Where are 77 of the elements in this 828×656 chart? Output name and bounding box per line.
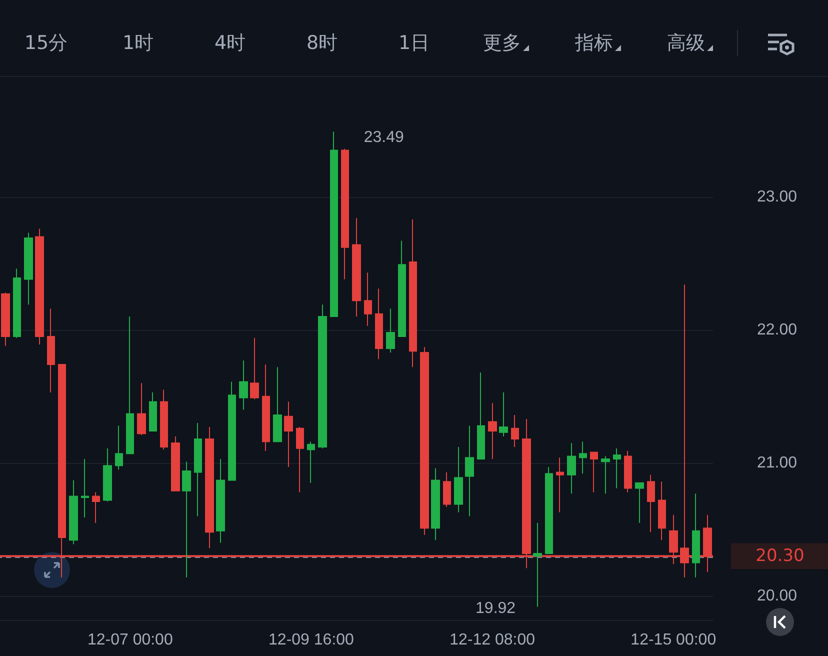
candlestick (364, 272, 372, 326)
text: 8时 (306, 32, 338, 54)
candlestick (454, 446, 463, 513)
candlestick (624, 450, 632, 493)
candlestick (47, 308, 55, 393)
candlestick (239, 360, 248, 410)
candlestick (692, 493, 700, 578)
y-tick-label: 23.00 (757, 188, 798, 206)
candlestick (216, 458, 225, 544)
candlestick (13, 268, 21, 338)
candlestick (556, 457, 564, 513)
candlestick (35, 228, 44, 346)
candlestick (250, 337, 259, 400)
candlestick (635, 482, 644, 524)
candlestick (613, 448, 621, 489)
candlestick (533, 522, 542, 608)
candlestick (92, 492, 100, 524)
candlestick (318, 304, 327, 449)
candlestick (126, 316, 134, 454)
candlestick (194, 422, 202, 517)
candlestick (465, 425, 474, 517)
candlestick (284, 401, 293, 468)
y-tick-label: 22.00 (757, 321, 798, 338)
candlestick (488, 402, 497, 460)
candlestick (182, 461, 191, 578)
candlestick (81, 458, 89, 518)
candlestick (431, 468, 440, 541)
annotation: 23.49 (364, 129, 404, 146)
candlestick (228, 381, 236, 481)
candlestick (69, 480, 78, 545)
y-tick-label: 21.00 (757, 454, 798, 472)
candlestick (443, 472, 451, 508)
candlestick (273, 366, 282, 442)
candlestick (341, 148, 349, 280)
annotation: 19.92 (476, 600, 516, 618)
x-tick-label: 12-15 00:00 (630, 632, 716, 648)
x-tick-label: 12-12 08:00 (450, 632, 536, 648)
candlestick (171, 436, 180, 492)
candlestick (352, 218, 361, 318)
candlestick (398, 240, 406, 338)
candlestick (590, 452, 598, 493)
candlestick (545, 466, 553, 554)
text: 1时 (122, 32, 154, 54)
candlestick (567, 442, 576, 494)
x-tick-label: 12-07 00:00 (87, 632, 173, 648)
candlestick (658, 481, 666, 541)
candlestick (205, 426, 214, 549)
text: 更多 (483, 32, 521, 54)
candlestick (647, 474, 655, 533)
candlestick (262, 364, 270, 452)
candlestick (1, 292, 10, 346)
candlestick (511, 414, 519, 448)
candlestick (386, 308, 395, 353)
text: 高级 (667, 32, 705, 54)
candlestick (499, 392, 508, 437)
candlestick (601, 456, 610, 494)
candlestick (330, 131, 338, 318)
ref-line-label: 20.30 (756, 546, 804, 566)
x-tick-label: 12-09 16:00 (268, 632, 354, 648)
candlestick (103, 448, 112, 502)
y-tick-label: 20.00 (757, 588, 798, 605)
candlestick (296, 426, 304, 493)
text: 1日 (398, 32, 430, 54)
candlestick (409, 218, 417, 368)
candlestick (477, 372, 485, 460)
candlestick (115, 425, 123, 470)
candlestick (160, 389, 168, 450)
candlestick (579, 441, 587, 474)
text: 15分 (24, 32, 68, 54)
candlestick (149, 392, 157, 432)
candlestick (24, 232, 33, 306)
candlestick (137, 382, 146, 436)
text: 4时 (214, 32, 246, 54)
candlestick (375, 288, 383, 360)
candlestick (307, 441, 315, 484)
text: 指标 (575, 32, 613, 54)
candlestick (420, 346, 429, 536)
